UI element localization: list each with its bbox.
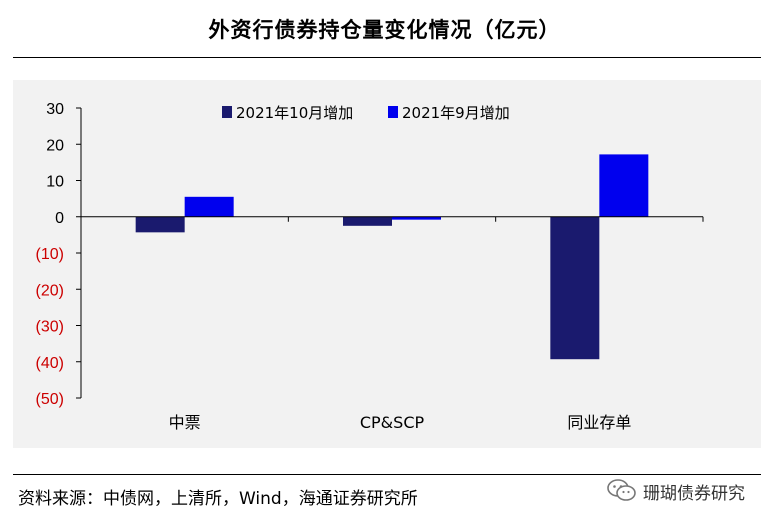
- y-tick-label: 10: [46, 174, 64, 191]
- bar-sep-2: [599, 154, 649, 217]
- y-tick-label: (30): [36, 319, 64, 336]
- legend-swatch: [222, 106, 232, 118]
- y-tick-label: 20: [46, 137, 64, 154]
- x-tick-label: CP&SCP: [360, 413, 425, 432]
- legend-swatch: [388, 106, 398, 118]
- source-note: 资料来源：中债网，上清所，Wind，海通证券研究所: [18, 489, 418, 509]
- plot-background: [13, 80, 761, 448]
- wechat-icon: [607, 479, 636, 501]
- y-tick-label: (50): [36, 391, 64, 408]
- y-tick-label: (40): [36, 355, 64, 372]
- y-tick-label: 0: [55, 210, 64, 227]
- bar-oct-2: [550, 216, 600, 360]
- y-tick-label: (10): [36, 246, 64, 263]
- bar-oct-1: [343, 216, 392, 226]
- legend-label: 2021年9月增加: [402, 104, 510, 122]
- x-tick-label: 中票: [169, 413, 201, 432]
- bottom-divider: [13, 474, 761, 475]
- y-tick-label: (20): [36, 282, 64, 299]
- top-divider: [13, 57, 761, 58]
- y-tick-label: 30: [46, 101, 64, 118]
- bar-sep-1: [392, 216, 441, 220]
- legend-label: 2021年10月增加: [236, 104, 353, 122]
- chart-title: 外资行债券持仓量变化情况（亿元）: [208, 18, 561, 42]
- watermark: 珊瑚债券研究: [607, 478, 745, 504]
- bar-chart: 30 20 10 0 (10) (20) (30) (40) (50) 中票 CP&SCP 同业存单 2…: [36, 101, 704, 432]
- bar-sep-0: [184, 196, 234, 217]
- bar-oct-0: [135, 216, 185, 233]
- x-tick-label: 同业存单: [567, 413, 631, 432]
- watermark-text: 珊瑚债券研究: [643, 483, 745, 504]
